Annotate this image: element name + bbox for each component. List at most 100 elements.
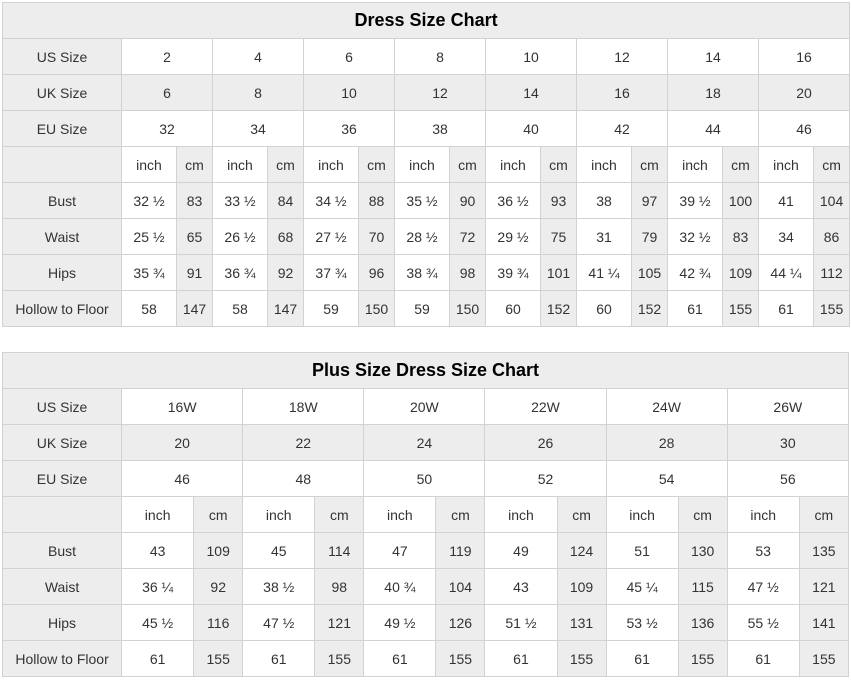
size-value-cell: 12 — [576, 38, 668, 75]
size-value-cell: 10 — [303, 74, 395, 111]
row-label-bust: Bust — [2, 182, 122, 219]
measure-row-bust: Bust 32 ½ 83 33 ½ 84 34 ½ 88 35 ½ 90 36 ½ 93 38 97 39… — [2, 182, 851, 219]
unit-header-inch: inch — [485, 146, 541, 183]
measurement-inch-cell: 61 — [242, 640, 316, 677]
measurement-inch-cell: 32 ½ — [121, 182, 177, 219]
unit-header-inch: inch — [758, 146, 814, 183]
measurement-cm-cell: 155 — [798, 640, 850, 677]
measurement-cm-cell: 124 — [556, 532, 607, 569]
measurement-inch-cell: 36 ¼ — [121, 568, 195, 605]
size-value-cell: 52 — [484, 460, 607, 497]
unit-header-cm: cm — [314, 496, 365, 533]
size-value-cell: 56 — [726, 460, 850, 497]
measurement-inch-cell: 39 ¾ — [485, 254, 541, 291]
measure-row-hollow-to-floor: Hollow to Floor 58 147 58 147 59 150 59 150 60 152… — [2, 290, 851, 327]
size-value-cell: 20W — [363, 388, 486, 425]
unit-header-cm: cm — [798, 496, 850, 533]
size-value-cell: 46 — [757, 110, 851, 147]
measurement-cm-cell: 155 — [722, 290, 759, 327]
measurement-inch-cell: 25 ½ — [121, 218, 177, 255]
measure-row-waist: Waist 25 ½ 65 26 ½ 68 27 ½ 70 28 ½ 72 29 ½ 75 31 79 3… — [2, 218, 851, 255]
measurement-cm-cell: 92 — [193, 568, 244, 605]
measure-row-waist: Waist 36 ¼ 92 38 ½ 98 40 ¾ 104 43 109 45 ¼ 115 47 ½… — [1, 568, 850, 605]
table-title-row: Plus Size Dress Size Chart — [2, 352, 849, 389]
row-label-eu-size: EU Size — [2, 110, 122, 147]
measurement-inch-cell: 34 — [758, 218, 814, 255]
size-row-eu-size: EU Size 32 34 36 38 40 42 44 46 — [2, 110, 851, 147]
unit-header-cm: cm — [677, 496, 728, 533]
unit-header-row: inch cm inch cm inch cm inch cm inch cm inch cm inch… — [2, 146, 851, 183]
measurement-cm-cell: 101 — [540, 254, 577, 291]
measurement-inch-cell: 61 — [605, 640, 679, 677]
measurement-inch-cell: 60 — [576, 290, 632, 327]
measurement-cm-cell: 141 — [798, 604, 850, 641]
measurement-inch-cell: 37 ¾ — [303, 254, 359, 291]
measurement-cm-cell: 109 — [556, 568, 607, 605]
unit-header-cm: cm — [812, 146, 851, 183]
size-value-cell: 2 — [121, 38, 213, 75]
row-label-waist: Waist — [2, 218, 122, 255]
measurement-inch-cell: 60 — [485, 290, 541, 327]
measurement-inch-cell: 41 — [758, 182, 814, 219]
size-value-cell: 30 — [726, 424, 850, 461]
row-label-hips: Hips — [2, 254, 122, 291]
measurement-inch-cell: 41 ¼ — [576, 254, 632, 291]
measurement-cm-cell: 75 — [540, 218, 577, 255]
measurement-cm-cell: 147 — [176, 290, 213, 327]
measurement-cm-cell: 152 — [540, 290, 577, 327]
measurement-inch-cell: 53 — [726, 532, 800, 569]
row-label-uk-size: UK Size — [1, 424, 123, 461]
measurement-cm-cell: 135 — [798, 532, 850, 569]
measurement-inch-cell: 51 ½ — [484, 604, 558, 641]
size-value-cell: 18 — [667, 74, 759, 111]
measurement-cm-cell: 91 — [176, 254, 213, 291]
measurement-inch-cell: 28 ½ — [394, 218, 450, 255]
size-row-eu-size: EU Size 46 48 50 52 54 56 — [1, 460, 850, 497]
size-value-cell: 54 — [605, 460, 728, 497]
measurement-inch-cell: 32 ½ — [667, 218, 723, 255]
measurement-cm-cell: 79 — [631, 218, 668, 255]
size-value-cell: 26W — [726, 388, 850, 425]
size-value-cell: 20 — [121, 424, 244, 461]
measurement-cm-cell: 86 — [812, 218, 851, 255]
measurement-cm-cell: 109 — [193, 532, 244, 569]
measurement-cm-cell: 83 — [722, 218, 759, 255]
table-title-row: Dress Size Chart — [1, 2, 851, 39]
measurement-inch-cell: 38 ½ — [242, 568, 316, 605]
unit-header-cm: cm — [193, 496, 244, 533]
measurement-cm-cell: 121 — [314, 604, 365, 641]
measurement-cm-cell: 112 — [812, 254, 851, 291]
size-value-cell: 36 — [303, 110, 395, 147]
measurement-cm-cell: 92 — [267, 254, 304, 291]
size-value-cell: 24 — [363, 424, 486, 461]
table-title: Plus Size Dress Size Chart — [2, 352, 849, 389]
size-value-cell: 40 — [485, 110, 577, 147]
unit-header-row: inch cm inch cm inch cm inch cm inch cm inch cm — [1, 496, 850, 533]
measurement-cm-cell: 121 — [798, 568, 850, 605]
unit-header-inch: inch — [484, 496, 558, 533]
row-label-eu-size: EU Size — [1, 460, 123, 497]
unit-row-empty-label — [1, 496, 123, 533]
row-label-us-size: US Size — [1, 388, 123, 425]
size-value-cell: 14 — [667, 38, 759, 75]
row-label-hollow-to-floor: Hollow to Floor — [1, 640, 123, 677]
measurement-cm-cell: 88 — [358, 182, 395, 219]
size-value-cell: 12 — [394, 74, 486, 111]
size-value-cell: 6 — [303, 38, 395, 75]
size-value-cell: 4 — [212, 38, 304, 75]
unit-header-inch: inch — [363, 496, 437, 533]
size-value-cell: 8 — [212, 74, 304, 111]
measurement-inch-cell: 35 ½ — [394, 182, 450, 219]
unit-header-inch: inch — [121, 496, 195, 533]
size-value-cell: 16 — [757, 38, 851, 75]
measure-row-hollow-to-floor: Hollow to Floor 61 155 61 155 61 155 61 155 61 155… — [1, 640, 850, 677]
size-value-cell: 6 — [121, 74, 213, 111]
measurement-inch-cell: 43 — [121, 532, 195, 569]
unit-header-inch: inch — [303, 146, 359, 183]
measurement-cm-cell: 90 — [449, 182, 486, 219]
measure-row-bust: Bust 43 109 45 114 47 119 49 124 51 130 53 135 — [1, 532, 850, 569]
unit-header-cm: cm — [267, 146, 304, 183]
measurement-cm-cell: 96 — [358, 254, 395, 291]
size-row-us-size: US Size 16W 18W 20W 22W 24W 26W — [1, 388, 850, 425]
